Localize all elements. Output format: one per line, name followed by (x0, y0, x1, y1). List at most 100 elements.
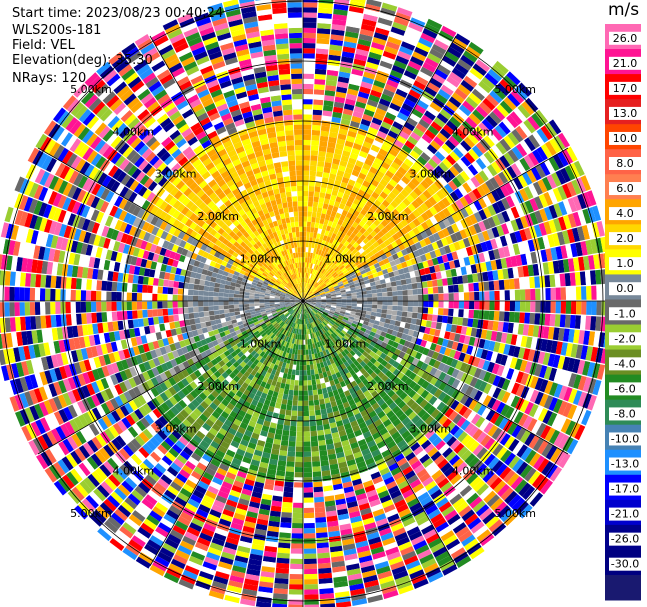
velocity-gate (329, 276, 335, 282)
velocity-gate (419, 268, 426, 276)
velocity-gate (405, 317, 412, 324)
velocity-gate (313, 332, 317, 338)
velocity-gate (389, 102, 401, 112)
velocity-gate (279, 527, 292, 534)
velocity-gate (364, 211, 372, 220)
velocity-gate (485, 94, 499, 107)
velocity-gate (410, 177, 420, 187)
velocity-gate (278, 455, 287, 462)
velocity-gate (343, 281, 349, 286)
velocity-gate (407, 497, 420, 508)
velocity-gate (311, 327, 315, 333)
velocity-gate (527, 264, 535, 277)
velocity-gate (359, 234, 367, 241)
velocity-gate (487, 204, 497, 216)
velocity-gate (305, 344, 309, 350)
velocity-gate (364, 267, 371, 273)
velocity-gate (346, 135, 356, 143)
velocity-gate (427, 287, 434, 294)
velocity-gate (388, 462, 399, 472)
velocity-gate (356, 306, 362, 310)
velocity-gate (581, 301, 587, 315)
velocity-gate (375, 245, 383, 252)
velocity-gate (540, 479, 553, 495)
velocity-gate (298, 339, 301, 345)
velocity-gate (438, 263, 446, 272)
velocity-gate (304, 282, 306, 288)
velocity-gate (365, 257, 372, 264)
velocity-gate (420, 362, 429, 371)
velocity-gate (369, 444, 379, 453)
velocity-gate (284, 481, 294, 488)
velocity-gate (330, 39, 344, 46)
velocity-gate (442, 447, 453, 458)
velocity-gate (310, 279, 314, 285)
velocity-gate (498, 247, 506, 259)
velocity-gate (482, 537, 498, 551)
velocity-gate (361, 260, 368, 267)
velocity-gate (320, 187, 327, 194)
velocity-gate (330, 270, 336, 275)
velocity-gate (472, 145, 484, 158)
velocity-gate (529, 389, 540, 403)
velocity-gate (325, 265, 331, 271)
velocity-gate (408, 530, 423, 541)
velocity-gate (333, 153, 342, 160)
velocity-gate (555, 341, 563, 355)
velocity-gate (317, 12, 332, 19)
velocity-gate (314, 506, 326, 513)
velocity-gate (315, 409, 321, 416)
velocity-gate (473, 367, 482, 379)
velocity-gate (519, 188, 529, 202)
velocity-gate (341, 296, 347, 299)
velocity-gate (412, 218, 421, 227)
velocity-gate (567, 228, 576, 244)
velocity-gate (407, 167, 418, 177)
velocity-gate (469, 67, 484, 80)
velocity-gate (377, 296, 383, 301)
velocity-gate (392, 384, 400, 393)
velocity-gate (427, 508, 441, 520)
velocity-gate (303, 410, 309, 417)
velocity-gate (428, 358, 437, 367)
velocity-gate (427, 158, 438, 169)
velocity-gate (279, 408, 286, 415)
velocity-gate (429, 206, 438, 216)
velocity-gate (582, 208, 592, 224)
velocity-gate (337, 376, 344, 383)
velocity-gate (375, 386, 384, 395)
velocity-gate (385, 282, 392, 288)
velocity-gate (304, 558, 317, 565)
velocity-gate (303, 160, 310, 166)
velocity-gate (339, 392, 346, 399)
velocity-gate (501, 378, 511, 391)
velocity-gate (483, 310, 490, 320)
velocity-gate (515, 427, 527, 441)
velocity-gate (355, 377, 362, 385)
velocity-gate (527, 418, 538, 432)
velocity-gate (365, 104, 377, 113)
velocity-gate (413, 301, 419, 307)
velocity-gate (524, 401, 534, 415)
velocity-gate (463, 353, 471, 364)
velocity-gate (351, 115, 362, 124)
velocity-gate (303, 241, 306, 248)
velocity-gate (335, 371, 342, 379)
velocity-gate (308, 318, 312, 324)
velocity-gate (300, 354, 303, 361)
velocity-gate (396, 536, 410, 547)
velocity-gate (383, 239, 391, 247)
velocity-gate (472, 401, 483, 413)
velocity-gate (522, 240, 531, 253)
velocity-gate (476, 185, 487, 197)
velocity-gate (494, 414, 505, 427)
velocity-gate (539, 161, 551, 176)
velocity-gate (343, 335, 349, 341)
velocity-gate (305, 288, 307, 294)
velocity-gate (516, 461, 529, 476)
velocity-gate (558, 328, 565, 342)
velocity-gate (415, 396, 425, 405)
velocity-gate (415, 487, 427, 498)
velocity-gate (424, 129, 436, 140)
velocity-gate (496, 401, 506, 414)
